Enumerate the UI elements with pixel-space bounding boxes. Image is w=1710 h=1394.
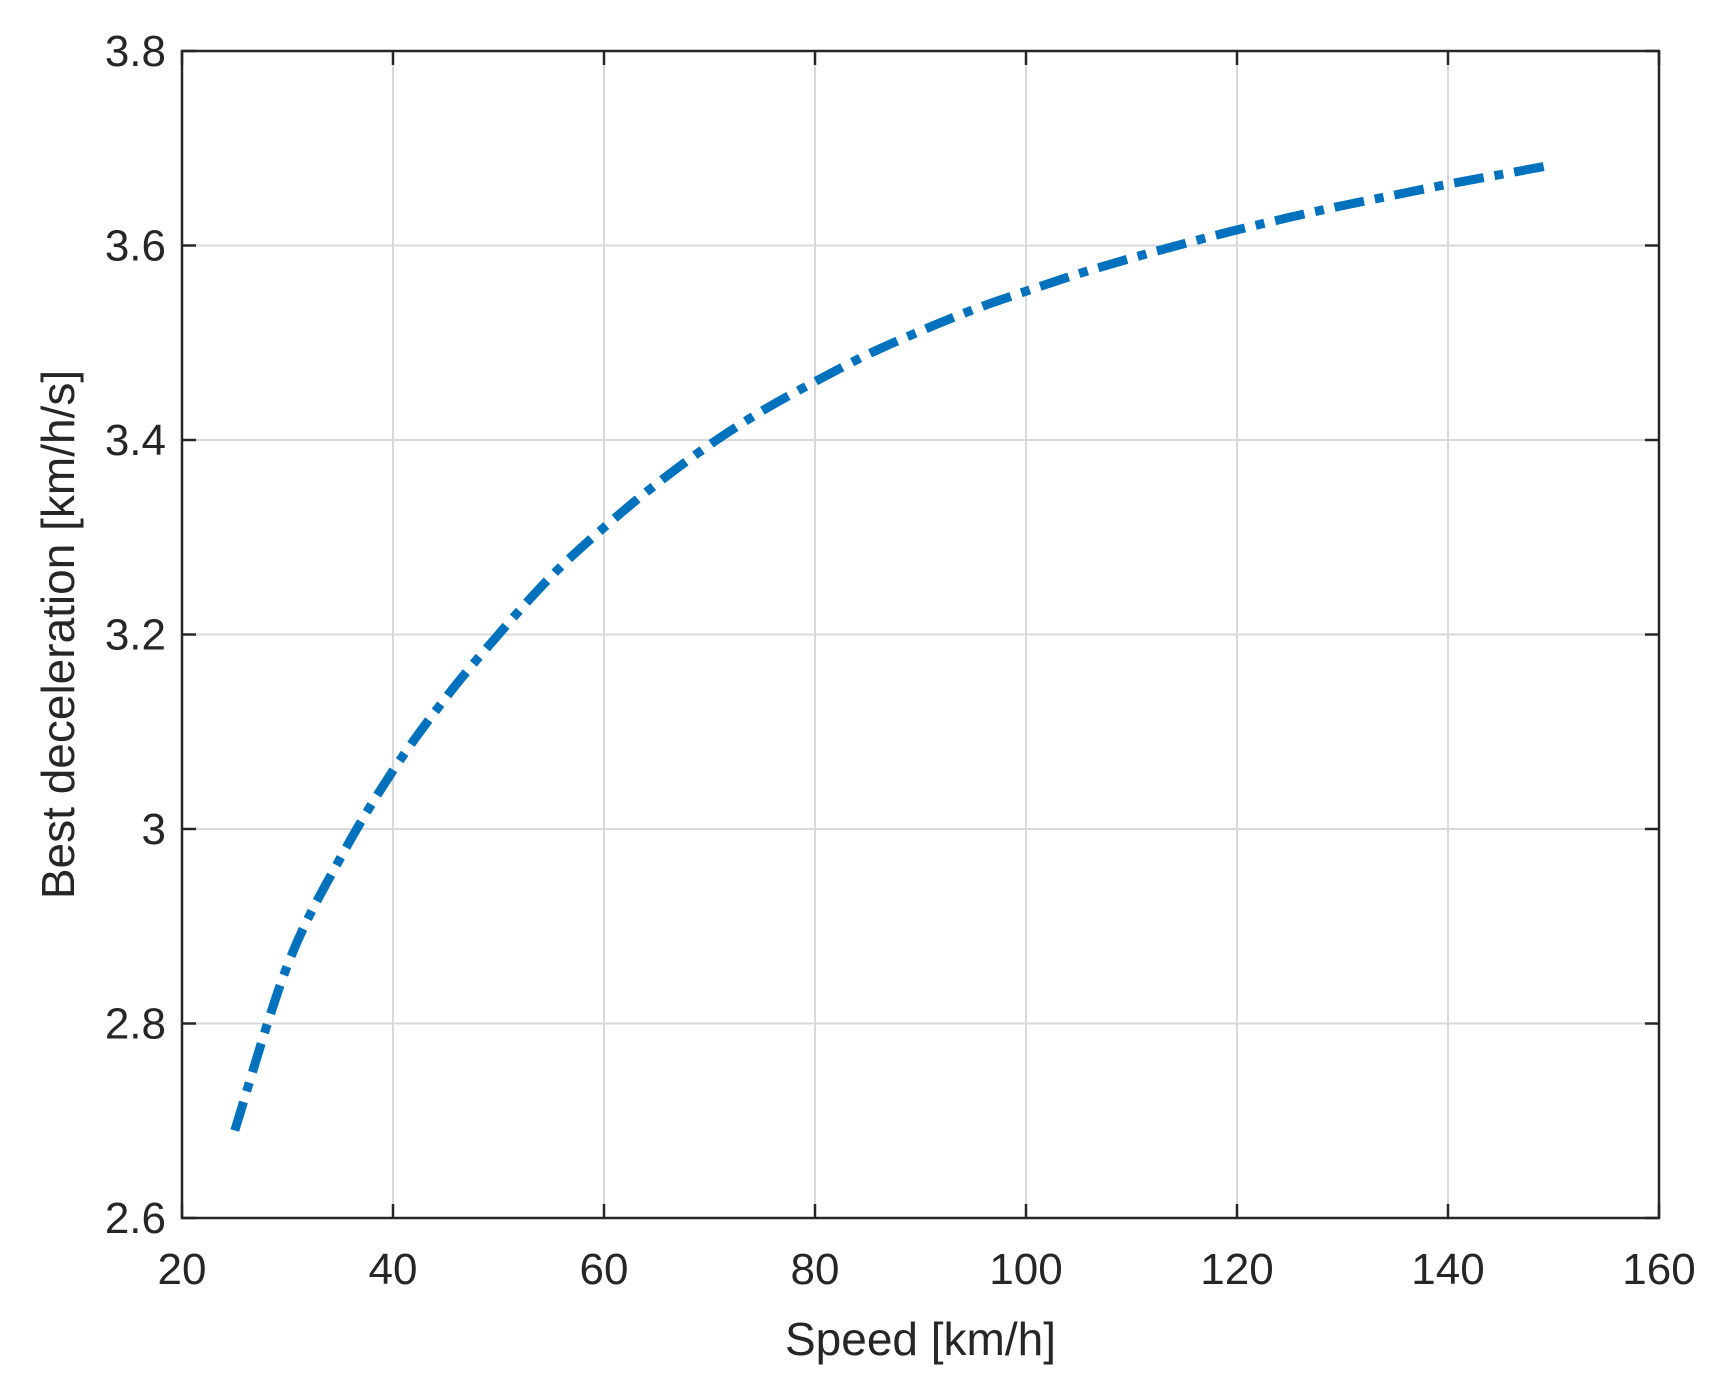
axis-ticks xyxy=(180,49,1661,1220)
x-tick-label: 20 xyxy=(158,1245,207,1294)
x-axis-label: Speed [km/h] xyxy=(785,1313,1056,1365)
y-tick-label: 2.6 xyxy=(105,1194,166,1243)
y-tick-label: 3.8 xyxy=(105,27,166,76)
series-layer xyxy=(230,160,1555,1132)
x-tick-label: 160 xyxy=(1622,1245,1695,1294)
x-tick-label: 60 xyxy=(580,1245,629,1294)
grid-lines xyxy=(182,51,1659,1218)
x-tick-label: 120 xyxy=(1200,1245,1273,1294)
y-tick-label: 3.2 xyxy=(105,611,166,660)
series-line xyxy=(230,160,1555,1132)
y-tick-label: 3.4 xyxy=(105,416,166,465)
y-tick-label: 3.6 xyxy=(105,222,166,271)
y-tick-label: 2.8 xyxy=(105,1000,166,1049)
x-tick-label: 40 xyxy=(369,1245,418,1294)
x-tick-label: 80 xyxy=(791,1245,840,1294)
x-tick-label: 100 xyxy=(989,1245,1062,1294)
y-tick-label: 3 xyxy=(142,805,166,854)
y-axis-label: Best deceleration [km/h/s] xyxy=(32,370,84,899)
x-tick-label: 140 xyxy=(1411,1245,1484,1294)
y-axis-tick-labels: 2.6 2.8 3 3.2 3.4 3.6 3.8 xyxy=(105,27,166,1243)
x-axis-tick-labels: 20 40 60 80 100 120 140 160 xyxy=(158,1245,1696,1294)
